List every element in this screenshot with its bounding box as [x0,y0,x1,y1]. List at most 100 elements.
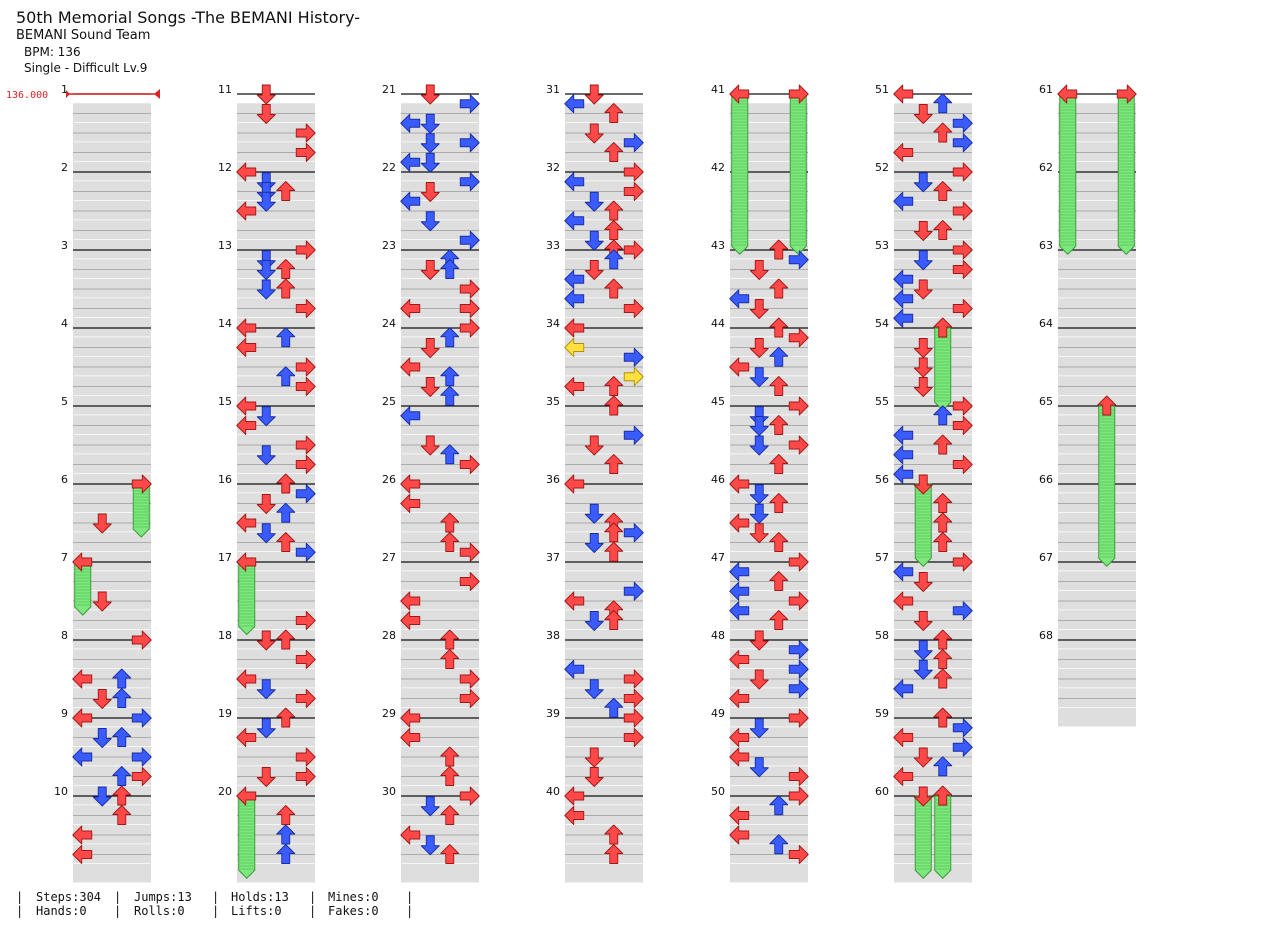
down-arrow-note [256,494,276,514]
measure-number: 41 [711,83,725,96]
right-arrow-note [295,611,316,630]
down-arrow-note [584,191,604,212]
right-arrow-note [788,591,809,611]
up-arrow-note [276,366,296,387]
stat-divider: | [406,890,414,904]
measure-number: 66 [1039,473,1053,486]
up-arrow-note [112,785,132,806]
bpm-change-label: 136.000 [6,90,48,101]
measure-number: 28 [382,629,396,642]
right-arrow-note [1116,84,1137,104]
right-arrow-note [295,455,316,474]
up-arrow-note [769,239,789,260]
down-arrow-note [913,572,933,592]
measure-band [565,103,643,122]
down-arrow-note [749,367,769,388]
left-arrow-note [729,474,750,494]
measure-band [1058,688,1136,707]
down-arrow-note [584,230,604,251]
measure-band [565,415,643,434]
left-arrow-note [400,825,421,845]
down-arrow-note [92,689,112,709]
measure-band [237,493,315,512]
down-arrow-note [913,747,933,768]
down-arrow-note [92,591,112,612]
measure-band [401,746,479,766]
measure-band [1058,317,1136,337]
hold-note [914,795,932,879]
right-arrow-note [459,133,480,153]
hold-note [1098,405,1116,567]
measure-band [730,122,808,142]
chart-column: 21 22 23 24 25 26 27 28 29 30 [382,83,480,883]
up-arrow-note [933,122,953,143]
measure-band [894,239,972,259]
right-arrow-note [952,299,973,318]
down-arrow-note [256,679,276,700]
measure-number: 16 [218,473,232,486]
measure-band [73,278,151,298]
up-arrow-note [276,844,296,864]
down-arrow-note [256,718,276,739]
measure-number: 47 [711,551,725,564]
up-arrow-note [440,366,460,387]
measure-band [894,805,972,824]
measure-band [401,551,479,571]
measure-band [237,590,315,610]
right-arrow-note [295,484,316,504]
left-arrow-note [893,308,914,328]
measure-band [730,376,808,395]
measure-band [73,317,151,337]
measure-band [565,707,643,727]
measure-band [237,239,315,259]
measure-band [73,805,151,824]
measure-band [1058,298,1136,317]
measure-number: 35 [546,395,560,408]
measure-band [894,376,972,395]
measure-band [237,512,315,532]
measure-band [894,727,972,746]
measure-number: 43 [711,239,725,252]
up-arrow-note [440,844,460,864]
measure-band [401,512,479,532]
right-arrow-note [459,230,480,250]
left-arrow-note [893,445,914,465]
up-arrow-note [769,317,789,338]
measure-band [401,376,479,395]
down-arrow-note [256,630,276,651]
down-arrow-note [749,523,769,544]
left-arrow-note [400,152,421,172]
up-arrow-note [112,766,132,786]
measure-band [565,122,643,142]
left-arrow-note [400,191,421,211]
measure-number: 38 [546,629,560,642]
measure-band [1058,259,1136,278]
right-arrow-note [623,689,644,708]
measure-band [565,317,643,337]
up-arrow-note [276,805,296,825]
left-arrow-note [400,406,421,426]
down-arrow-note [420,835,440,856]
measure-number: 18 [218,629,232,642]
right-arrow-note [295,299,316,318]
right-arrow-note [131,747,152,767]
measure-number: 15 [218,395,232,408]
measure-band [237,298,315,317]
measure-band [1058,473,1136,493]
measure-band [1058,161,1136,181]
bpm-marker-right [154,89,160,99]
measure-band [401,181,479,200]
up-arrow-note [440,259,460,279]
hold-note [238,561,256,636]
right-arrow-note [295,377,316,396]
measure-band [401,298,479,317]
measure-band [565,454,643,473]
measure-band [237,337,315,356]
measure-band [565,727,643,746]
right-arrow-note [788,640,809,660]
measure-band [730,220,808,239]
right-arrow-note [952,201,973,221]
measure-band [401,766,479,785]
measure-band [237,551,315,571]
measure-band [401,610,479,629]
